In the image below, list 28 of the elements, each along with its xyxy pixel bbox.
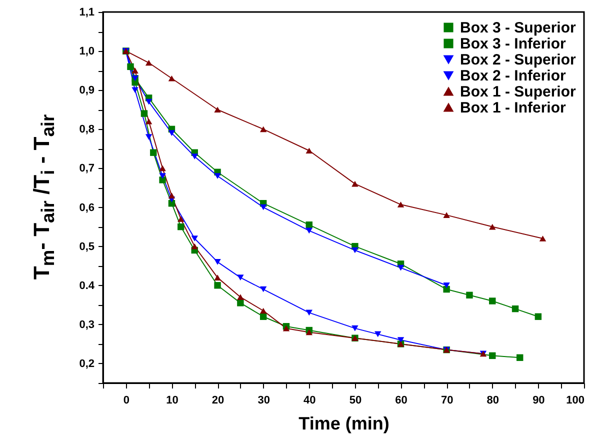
x-tick-label: 90	[532, 394, 545, 406]
y-tick-label: 0,5	[79, 240, 94, 253]
x-tick-label: 30	[258, 394, 270, 406]
x-tick-label: 0	[123, 394, 130, 406]
x-tick-label: 10	[166, 394, 178, 406]
x-tick-label: 60	[395, 394, 408, 406]
legend-label: Box 3 - Superior	[460, 20, 576, 36]
y-tick-label: 0,2	[79, 358, 94, 370]
y-tick-label: 0.4	[79, 280, 96, 292]
y-tick-label: 0,6	[79, 202, 94, 214]
y-tick-label: 0,9	[79, 84, 94, 97]
legend-label: Box 2 - Superior	[460, 52, 576, 68]
x-tick-label: 80	[486, 394, 500, 406]
x-tick-label: 70	[440, 394, 454, 406]
y-tick-label: 1,0	[79, 46, 94, 58]
x-axis-title: Time (min)	[298, 414, 390, 434]
y-tick-label: 1,1	[79, 6, 94, 18]
y-tick-label: 0,7	[79, 162, 94, 175]
x-tick-label: 100	[566, 394, 584, 406]
legend-label: Box 3 - Inferior	[460, 36, 566, 52]
x-tick-label: 50	[349, 394, 362, 406]
legend-label: Box 2 - Inferior	[460, 68, 566, 84]
legend-label: Box 1 - Inferior	[460, 100, 566, 116]
x-tick-label: 20	[212, 394, 224, 406]
legend-label: Box 1 - Superior	[460, 84, 576, 100]
y-tick-label: 0,8	[79, 124, 94, 136]
x-tick-label: 40	[304, 394, 316, 406]
y-tick-label: 0,3	[79, 318, 94, 331]
